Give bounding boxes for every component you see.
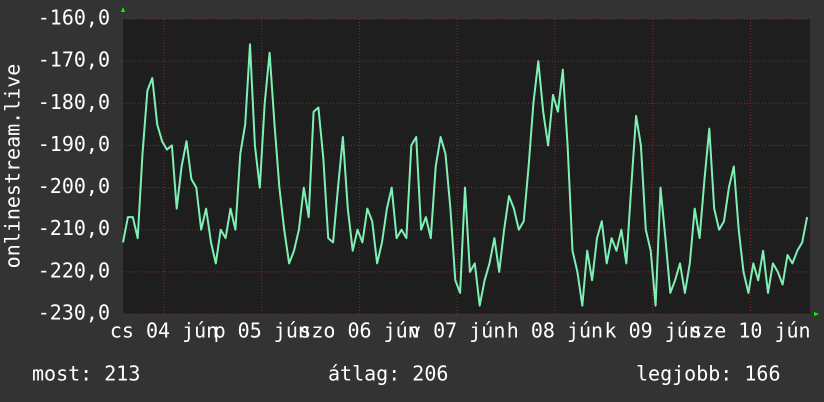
y-tick-label: -170,0: [38, 48, 110, 72]
x-tick-label: k 09 jún: [605, 319, 701, 343]
y-tick-label: -220,0: [38, 258, 110, 282]
x-tick-label: v 07 jún: [409, 319, 505, 343]
stat-average: átlag: 206: [328, 362, 448, 386]
x-tick-label: szo 06 jún: [299, 319, 419, 343]
x-tick-label: p 05 jún: [214, 319, 310, 343]
y-arrow: [121, 7, 125, 12]
y-axis-label: onlinestream.live: [1, 64, 25, 269]
y-tick-label: -230,0: [38, 301, 110, 325]
stat-now: most: 213: [32, 362, 140, 386]
x-tick-label: sze 10 jún: [690, 319, 810, 343]
y-tick-label: -190,0: [38, 132, 110, 156]
y-tick-label: -180,0: [38, 90, 110, 114]
plot-area: [123, 19, 810, 314]
y-tick-label: -160,0: [38, 6, 110, 30]
y-tick-label: -210,0: [38, 216, 110, 240]
x-arrow: [814, 312, 819, 316]
x-tick-label: cs 04 jún: [110, 319, 218, 343]
stat-best: legjobb: 166: [636, 362, 781, 386]
y-tick-label: -200,0: [38, 174, 110, 198]
x-tick-label: h 08 jún: [507, 319, 603, 343]
data-line: [122, 43, 809, 307]
